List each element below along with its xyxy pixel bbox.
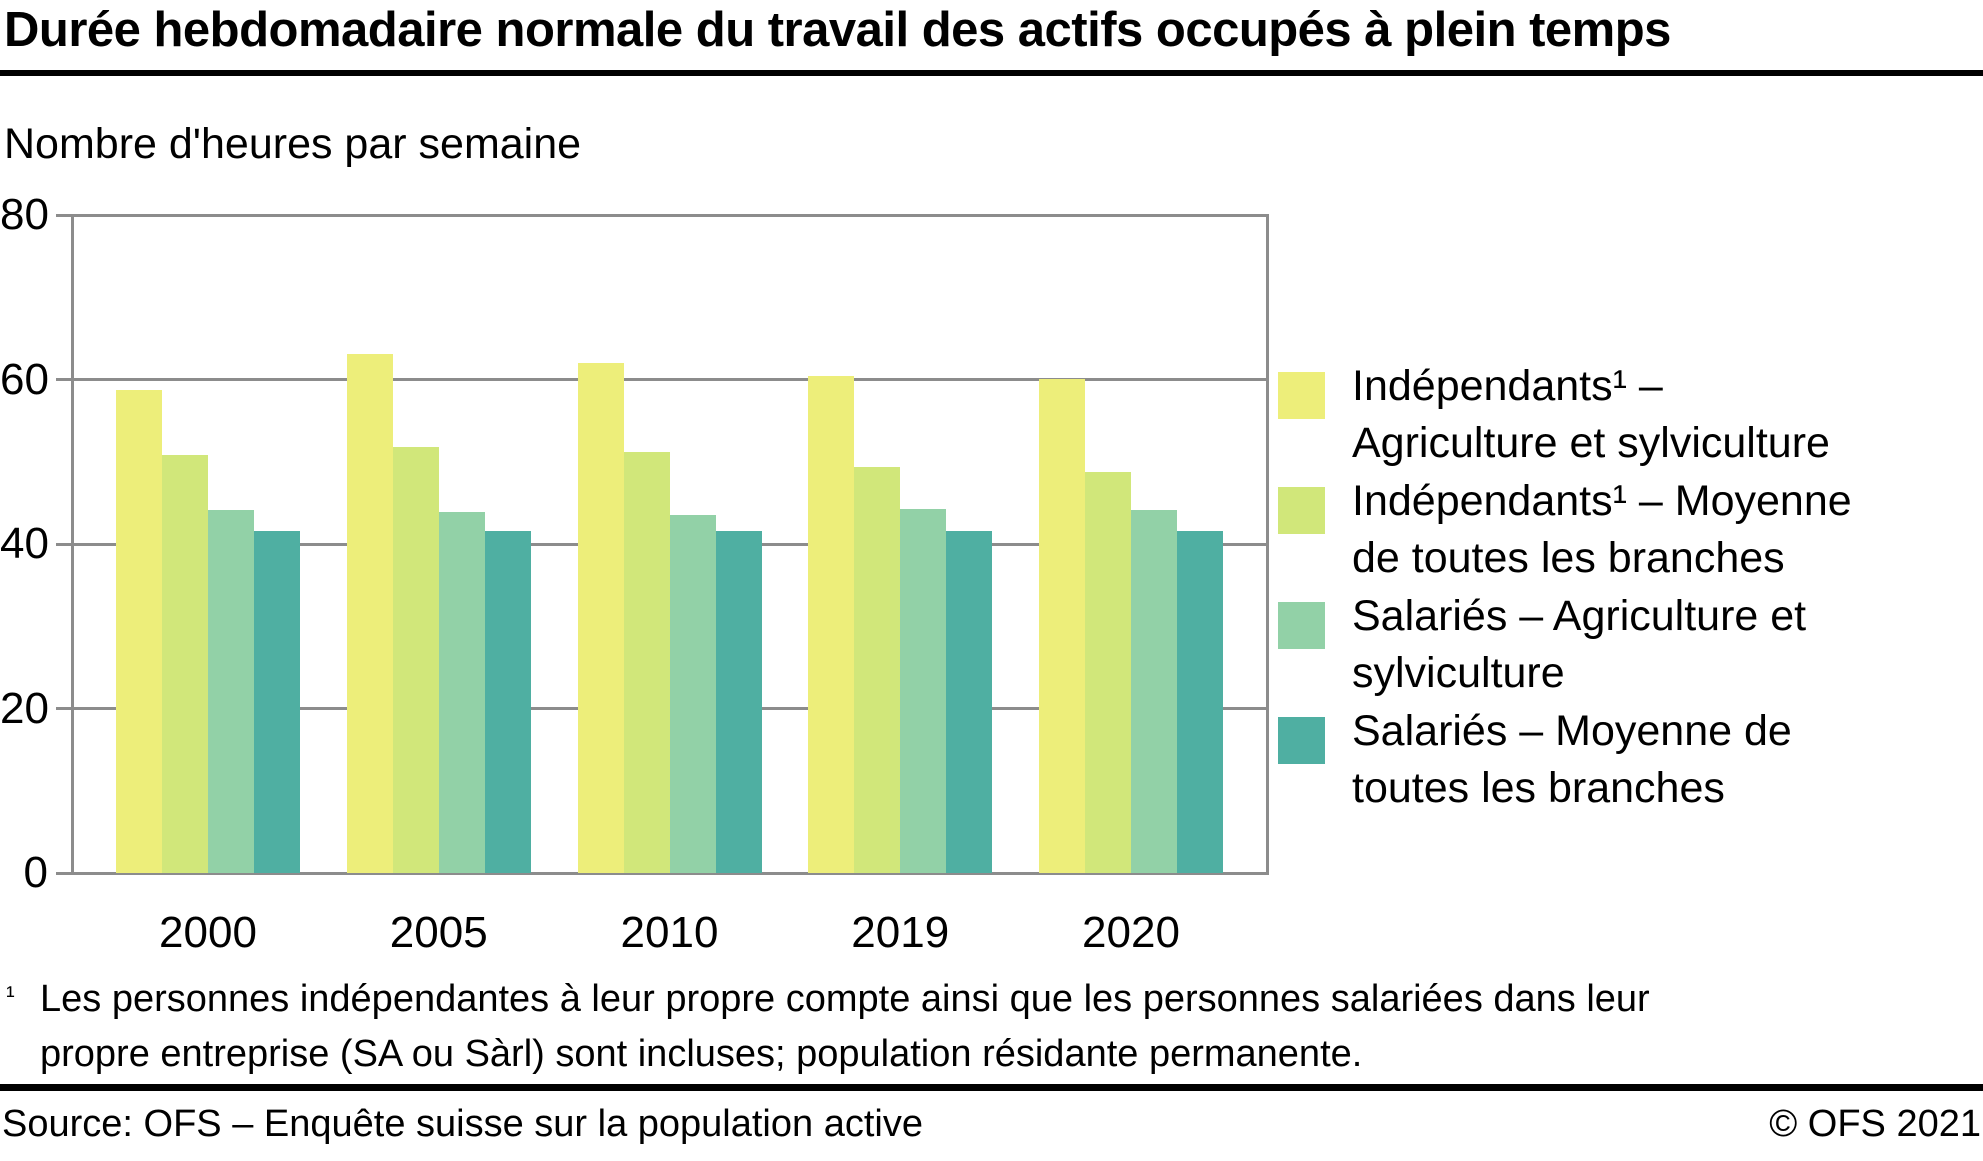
x-axis-label: 2005 [389,908,488,957]
x-axis-label: 2019 [851,908,950,957]
legend-item: Salariés – Moyenne de toutes les branches [1278,703,1978,817]
bar-2019-s4 [946,530,993,873]
chart-unit-label: Nombre d'heures par semaine [4,120,582,168]
y-axis-label: 20 [0,683,49,733]
legend-swatch-salaries-agriculture [1278,602,1325,649]
legend-label: Salariés – Moyenne de toutes les branches [1352,707,1792,812]
bar-2000-s2 [162,455,208,873]
legend-label: Salariés – Agriculture et sylviculture [1352,592,1807,697]
bar-2010-s1 [577,363,624,873]
plot-right-border [1266,215,1269,875]
bar-2000-s1 [116,390,162,873]
bar-2019-s2 [854,466,901,873]
gridline [56,871,1269,875]
page-title: Durée hebdomadaire normale du travail de… [4,3,1671,57]
legend-swatch-independants-moyenne [1278,487,1325,534]
y-axis-line [71,215,74,875]
bar-2000-s4 [254,530,300,873]
y-axis-label: 80 [0,190,49,239]
legend-item: Indépendants¹ – Moyenne de toutes les bra… [1278,473,1978,587]
bar-2005-s3 [438,511,485,873]
legend: Indépendants¹ – Agriculture et sylvicultu… [1278,358,1978,818]
legend-item: Indépendants¹ – Agriculture et sylvicultu… [1278,358,1978,472]
legend-swatch-independants-agriculture [1278,372,1325,419]
legend-swatch-salaries-moyenne [1278,717,1325,764]
x-axis-label: 2020 [1082,908,1180,957]
source-text: Source: OFS – Enquête suisse sur la popu… [2,1103,923,1145]
footnote: ¹ Les personnes indépendantes à leur pro… [0,972,1900,1082]
x-axis-label: 2000 [159,908,257,957]
y-axis-label: 40 [0,519,49,568]
bar-2020-s3 [1131,510,1177,873]
y-axis-label: 0 [23,848,48,897]
bar-2010-s4 [715,530,762,873]
legend-item: Salariés – Agriculture et sylviculture [1278,588,1978,702]
bar-2020-s1 [1039,378,1085,873]
source-rule [0,1084,1983,1091]
bar-2005-s1 [346,354,393,873]
bar-2020-s2 [1085,471,1131,873]
bar-2010-s2 [623,451,670,873]
bar-2000-s3 [208,510,254,873]
bar-2019-s1 [808,376,855,873]
bar-2019-s3 [900,508,947,873]
x-axis-label: 2010 [620,908,719,957]
legend-label: Indépendants¹ – Moyenne de toutes les bra… [1352,477,1852,582]
copyright-text: © OFS 2021 [1769,1103,1981,1145]
bar-2020-s4 [1177,530,1223,873]
gridline [56,378,1269,381]
title-rule [0,70,1983,76]
bar-2005-s2 [392,446,439,873]
y-axis-label: 60 [0,354,49,404]
gridline [56,213,1269,217]
footnote-marker: ¹ [6,980,15,1010]
bar-2005-s4 [484,530,531,873]
legend-label: Indépendants¹ – Agriculture et sylvicultu… [1352,362,1830,467]
bar-2010-s3 [669,515,716,873]
footnote-text: Les personnes indépendantes à leur propr… [40,978,1650,1075]
